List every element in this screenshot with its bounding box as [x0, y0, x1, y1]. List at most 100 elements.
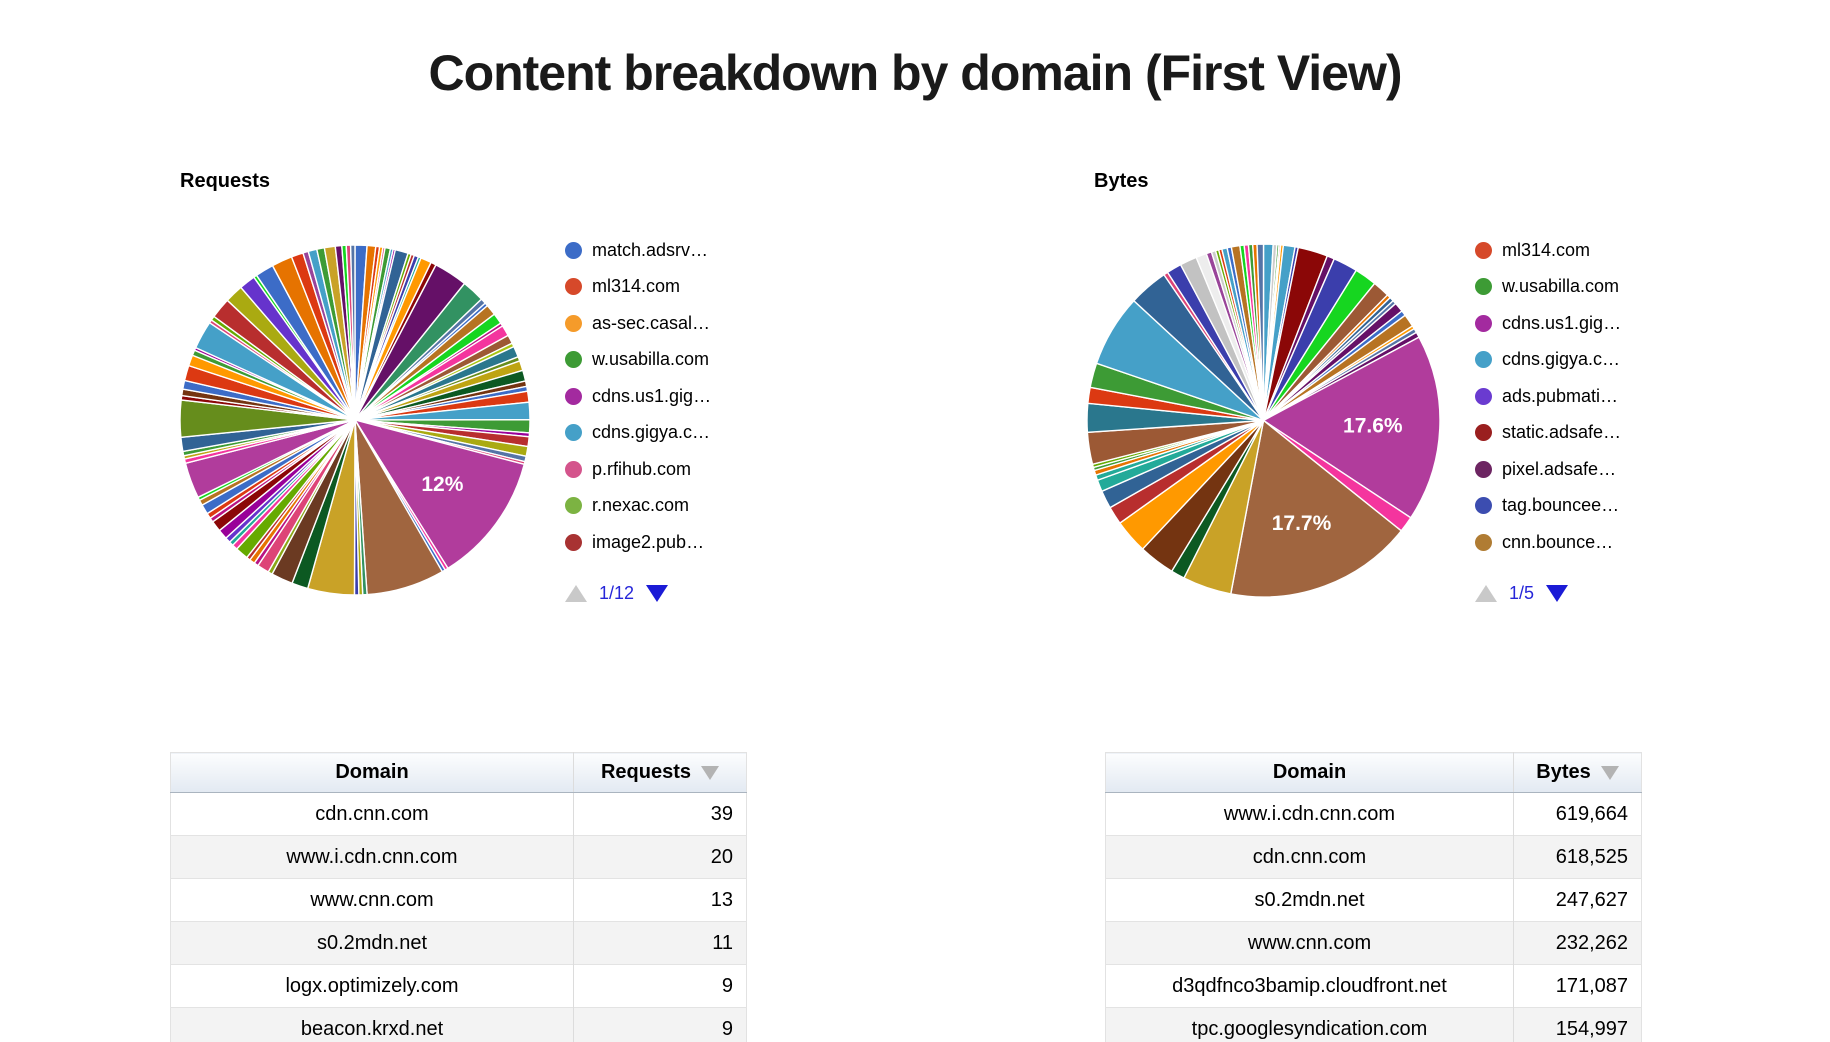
- legend-color-swatch: [1475, 460, 1492, 478]
- legend-label: ads.pubmati…: [1502, 385, 1619, 406]
- column-header-domain[interactable]: Domain: [1105, 752, 1514, 793]
- table-header-row: Domain Requests: [170, 752, 747, 793]
- bytes-pie-chart[interactable]: 17.6% 17.7%: [1085, 242, 1442, 599]
- pie-slice[interactable]: [1256, 243, 1265, 421]
- legend-label: cnn.bounce…: [1502, 531, 1614, 552]
- page-title: Content breakdown by domain (First View): [428, 44, 1402, 101]
- legend-item: image2.pub…: [565, 524, 775, 561]
- legend-item: cdns.gigya.c…: [1475, 342, 1685, 379]
- pie-slice[interactable]: [1262, 336, 1441, 519]
- legend-item: cdns.us1.gig…: [1475, 305, 1685, 342]
- legend-label: image2.pub…: [592, 531, 705, 552]
- domain-cell: s0.2mdn.net: [170, 921, 574, 965]
- legend-color-swatch: [565, 241, 582, 259]
- bytes-legend-items: ml314.com w.usabilla.com cdns.us1.gig… cdns…: [1475, 232, 1685, 561]
- legend-color-swatch: [1475, 314, 1492, 332]
- legend-item: p.rfihub.com: [565, 451, 775, 488]
- legend-color-swatch: [1475, 424, 1492, 442]
- column-header-bytes[interactable]: Bytes: [1513, 752, 1642, 793]
- bytes-legend: ml314.com w.usabilla.com cdns.us1.gig… cdns…: [1475, 232, 1685, 605]
- value-cell: 39: [573, 792, 747, 836]
- table-row: www.i.cdn.cnn.com 20: [170, 835, 747, 879]
- legend-color-swatch: [1475, 351, 1492, 369]
- pie-slice[interactable]: [1229, 419, 1403, 598]
- bytes-legend-pagination: 1/5: [1475, 583, 1685, 605]
- legend-label: as-sec.casal…: [592, 312, 711, 333]
- value-cell: 13: [573, 878, 747, 922]
- pie-slice-label: 17.7%: [1272, 512, 1332, 535]
- legend-next-icon[interactable]: [646, 585, 669, 602]
- legend-color-swatch: [565, 497, 582, 515]
- column-header-label: Domain: [1272, 761, 1347, 783]
- legend-label: cdns.gigya.c…: [592, 422, 711, 443]
- legend-label: pixel.adsafe…: [1502, 458, 1617, 479]
- legend-label: cdns.gigya.c…: [1502, 349, 1621, 370]
- legend-item: w.usabilla.com: [565, 342, 775, 379]
- legend-label: cdns.us1.gig…: [1502, 312, 1622, 333]
- legend-item: ads.pubmati…: [1475, 378, 1685, 415]
- legend-label: r.nexac.com: [592, 495, 690, 516]
- legend-label: tag.bouncee…: [1502, 495, 1620, 516]
- legend-item: cnn.bounce…: [1475, 524, 1685, 561]
- legend-label: w.usabilla.com: [1502, 276, 1620, 297]
- table-row: logx.optimizely.com 9: [170, 964, 747, 1008]
- requests-chart-title: Requests: [180, 170, 271, 192]
- legend-next-icon[interactable]: [1546, 585, 1569, 602]
- legend-item: cdns.us1.gig…: [565, 378, 775, 415]
- legend-color-swatch: [1475, 533, 1492, 551]
- legend-item: w.usabilla.com: [1475, 269, 1685, 306]
- requests-legend-pagination: 1/12: [565, 583, 775, 605]
- table-row: www.cnn.com 232,262: [1105, 921, 1642, 965]
- pie-slice[interactable]: [353, 418, 526, 570]
- pie-slice[interactable]: [349, 244, 356, 421]
- value-cell: 9: [573, 964, 747, 1008]
- legend-page-indicator: 1/12: [599, 583, 635, 603]
- table-row: cdn.cnn.com 39: [170, 792, 747, 836]
- table-row: beacon.krxd.net 9: [170, 1007, 747, 1042]
- value-cell: 20: [573, 835, 747, 879]
- table-row: www.cnn.com 13: [170, 878, 747, 922]
- legend-color-swatch: [565, 533, 582, 551]
- legend-color-swatch: [1475, 387, 1492, 405]
- legend-item: pixel.adsafe…: [1475, 451, 1685, 488]
- legend-label: match.adsrv…: [592, 239, 709, 260]
- column-header-requests[interactable]: Requests: [573, 752, 747, 793]
- legend-item: as-sec.casal…: [565, 305, 775, 342]
- table-row: cdn.cnn.com 618,525: [1105, 835, 1642, 879]
- requests-table: Domain Requests cdn.cnn.com 39 www.i.cdn.c…: [170, 752, 747, 1042]
- column-header-domain[interactable]: Domain: [170, 752, 574, 793]
- legend-item: static.adsafe…: [1475, 415, 1685, 452]
- legend-item: ml314.com: [1475, 232, 1685, 269]
- legend-color-swatch: [1475, 241, 1492, 259]
- sort-desc-icon: [1600, 765, 1619, 780]
- requests-table-body: cdn.cnn.com 39 www.i.cdn.cnn.com 20 www.cnn.…: [170, 792, 747, 1042]
- domain-cell: cdn.cnn.com: [1105, 835, 1514, 879]
- legend-item: r.nexac.com: [565, 488, 775, 525]
- legend-prev-icon[interactable]: [565, 585, 587, 602]
- legend-label: p.rfihub.com: [592, 458, 692, 479]
- column-header-label: Domain: [335, 761, 409, 783]
- value-cell: 618,525: [1513, 835, 1642, 879]
- requests-legend: match.adsrv… ml314.com as-sec.casal… w.usab…: [565, 232, 775, 605]
- sort-desc-icon: [701, 765, 720, 780]
- requests-legend-items: match.adsrv… ml314.com as-sec.casal… w.usab…: [565, 232, 775, 561]
- table-row: s0.2mdn.net 11: [170, 921, 747, 965]
- value-cell: 11: [573, 921, 747, 965]
- value-cell: 171,087: [1513, 964, 1642, 1008]
- legend-prev-icon[interactable]: [1475, 585, 1497, 602]
- legend-label: static.adsafe…: [1502, 422, 1622, 443]
- column-header-label: Bytes: [1536, 761, 1591, 783]
- legend-label: ml314.com: [592, 276, 681, 297]
- requests-pie-chart[interactable]: 12%: [178, 243, 532, 597]
- legend-color-swatch: [565, 314, 582, 332]
- bytes-chart-title: Bytes: [1094, 170, 1149, 192]
- domain-cell: logx.optimizely.com: [170, 964, 574, 1008]
- table-header-row: Domain Bytes: [1105, 752, 1642, 793]
- legend-item: tag.bouncee…: [1475, 488, 1685, 525]
- legend-page-indicator: 1/5: [1509, 583, 1535, 603]
- legend-color-swatch: [565, 278, 582, 296]
- domain-cell: beacon.krxd.net: [170, 1007, 574, 1042]
- bytes-table-body: www.i.cdn.cnn.com 619,664 cdn.cnn.com 618,5…: [1105, 792, 1642, 1042]
- legend-color-swatch: [1475, 278, 1492, 296]
